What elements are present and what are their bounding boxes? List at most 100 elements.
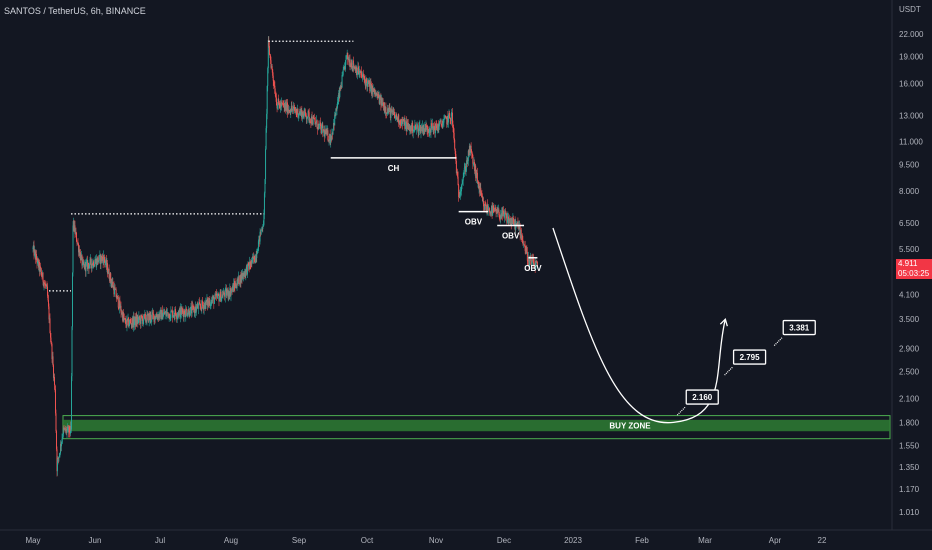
level-label-obv: OBV	[465, 218, 483, 227]
candle-body	[364, 79, 366, 81]
candle-body	[418, 131, 420, 133]
candle-body	[452, 123, 454, 127]
candle-body	[392, 111, 394, 114]
candle-body	[397, 117, 399, 122]
candle-body	[110, 273, 112, 281]
candle-body	[182, 310, 184, 313]
candle-body	[339, 86, 341, 90]
candle-body	[535, 261, 537, 263]
candle-body	[242, 272, 244, 277]
candle-body	[400, 123, 402, 126]
candle-body	[271, 66, 273, 68]
candle-body	[355, 68, 357, 73]
candle-body	[405, 121, 407, 127]
candle-body	[204, 302, 206, 306]
candle-body	[219, 291, 221, 298]
y-tick-label: 3.500	[899, 315, 920, 324]
candle-body	[269, 55, 271, 61]
candle-body	[408, 125, 410, 127]
candle-body	[463, 167, 465, 175]
candle-body	[180, 307, 182, 318]
candle-body	[171, 310, 173, 312]
candle-body	[286, 102, 288, 111]
candle-body	[341, 75, 343, 88]
candle-body	[300, 109, 302, 112]
candle-body	[288, 110, 290, 111]
candle-body	[306, 118, 308, 120]
candle-body	[270, 60, 272, 68]
candle-body	[51, 344, 53, 360]
candle-body	[459, 191, 461, 195]
candle-body	[329, 134, 331, 144]
candle-body	[435, 123, 437, 126]
candle-body	[37, 258, 38, 264]
candle-body	[342, 69, 344, 75]
candle-body	[158, 314, 160, 318]
candle-body	[216, 293, 218, 298]
candle-body	[95, 259, 97, 267]
candle-body	[526, 248, 528, 252]
candle-body	[524, 245, 526, 251]
candle-body	[518, 225, 520, 230]
candle-body	[154, 316, 156, 322]
candle-body	[422, 125, 424, 134]
candle-body	[432, 123, 434, 130]
candle-body	[480, 192, 482, 195]
candle-body	[150, 314, 152, 321]
candle-body	[508, 219, 510, 224]
candle-body	[140, 315, 142, 324]
candle-body	[237, 278, 239, 285]
candle-body	[373, 88, 375, 92]
candle-body	[178, 308, 180, 311]
candle-body	[261, 228, 263, 230]
candle-body	[277, 99, 279, 106]
candle-body	[215, 294, 217, 296]
candle-body	[408, 125, 410, 131]
candle-body	[273, 85, 275, 87]
symbol-header[interactable]: SANTOS / TetherUS, 6h, BINANCE	[4, 6, 146, 16]
candle-body	[256, 253, 258, 258]
candle-body	[348, 59, 350, 63]
candle-body	[399, 120, 401, 125]
candle-body	[536, 261, 538, 263]
candle-body	[244, 272, 246, 276]
candle-body	[97, 257, 99, 263]
candle-body	[153, 314, 155, 322]
candle-body	[337, 101, 339, 108]
candle-body	[103, 255, 105, 260]
candle-body	[192, 305, 194, 307]
candle-body	[418, 126, 420, 132]
y-tick-label: 9.500	[899, 160, 920, 169]
candle-body	[417, 125, 419, 133]
candle-body	[289, 111, 291, 114]
candle-body	[448, 112, 450, 115]
candle-body	[111, 282, 113, 285]
candle-body	[354, 66, 356, 69]
candle-body	[386, 113, 388, 115]
y-tick-label: 1.170	[899, 485, 920, 494]
candle-body	[193, 306, 195, 313]
y-tick-label: 1.010	[899, 508, 920, 517]
candle-body	[97, 257, 99, 264]
candle-body	[228, 294, 230, 297]
candle-body	[323, 129, 325, 131]
candle-body	[327, 139, 329, 142]
candle-body	[119, 300, 121, 309]
candle-body	[223, 291, 225, 295]
candle-body	[331, 133, 333, 135]
candle-body	[472, 155, 474, 164]
candle-body	[437, 125, 439, 131]
candle-body	[116, 295, 118, 299]
candle-body	[525, 248, 527, 254]
candle-body	[112, 286, 114, 288]
candle-body	[378, 97, 380, 104]
candle-body	[147, 313, 149, 316]
candle-body	[427, 129, 429, 132]
candle-body	[438, 126, 440, 130]
candle-body	[260, 231, 262, 235]
candle-body	[260, 229, 262, 235]
candle-body	[532, 258, 534, 266]
candle-body	[293, 106, 295, 109]
y-tick-label: 13.000	[899, 112, 924, 121]
